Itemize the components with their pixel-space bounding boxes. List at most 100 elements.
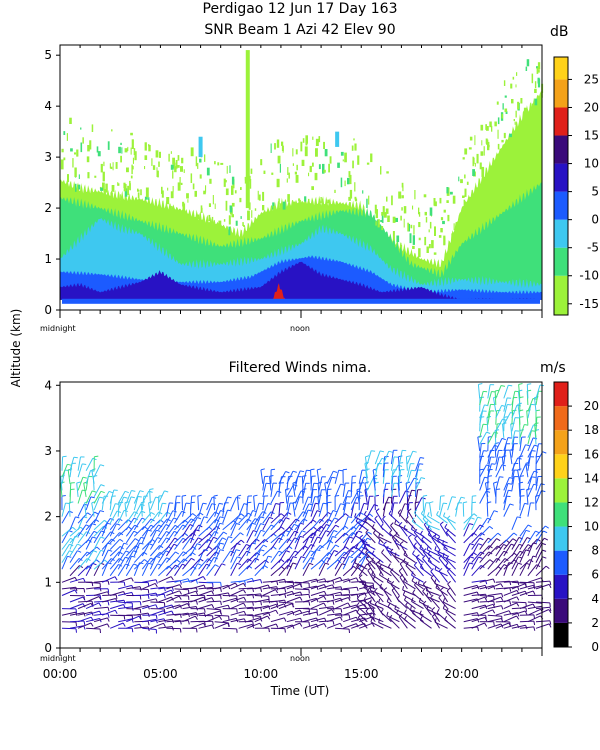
wind-barb [527, 424, 534, 438]
wind-barb-flag [411, 517, 415, 522]
wind-barb [150, 593, 165, 596]
snr-echo [287, 194, 290, 202]
wind-barb [294, 523, 301, 537]
wind-barb [158, 518, 168, 531]
wind-barb-flag [187, 620, 190, 625]
wind-barb [358, 556, 366, 570]
wind-barb-flag [155, 604, 158, 609]
wind-barb [390, 584, 400, 596]
wind-barb [174, 588, 189, 591]
wind-barb-flag [107, 588, 110, 593]
wind-barb [174, 612, 189, 616]
wind-barb-flag [334, 517, 339, 520]
wind-colorbar-band [554, 406, 568, 431]
wind-barb [302, 617, 317, 623]
wind-barb-flag [387, 563, 391, 568]
wind-barb-flag [407, 534, 412, 538]
wind-barb [254, 565, 265, 577]
wind-barb [117, 542, 125, 557]
snr-echo [100, 163, 103, 173]
wind-barb [141, 562, 149, 577]
snr-echo [483, 146, 485, 156]
snr-echo [151, 158, 153, 166]
snr-echo [120, 155, 122, 163]
wind-barb [414, 584, 424, 596]
wind-barb [334, 470, 340, 484]
wind-barb-flag [545, 525, 549, 529]
wind-barb [503, 532, 515, 544]
wind-barb [77, 524, 87, 537]
wind-barb-flag [501, 593, 504, 598]
snr-echo [183, 169, 185, 173]
wind-barb [85, 490, 93, 504]
wind-barb [527, 502, 531, 517]
wind-barb-flag [340, 586, 343, 591]
wind-barb [93, 496, 100, 511]
wind-barb [125, 496, 132, 511]
wind-barb [471, 551, 482, 563]
wind-barb-flag [442, 604, 446, 609]
snr-echo [400, 244, 403, 250]
wind-barb-flag [284, 628, 286, 633]
wind-barb [378, 536, 392, 544]
snr-ytick-label: 5 [44, 48, 52, 62]
wind-barb [471, 537, 481, 550]
snr-echo [308, 172, 310, 177]
snr-echo [140, 189, 142, 196]
wind-barb [174, 563, 183, 577]
wind-barb-flag [442, 552, 445, 557]
wind-barb [511, 537, 520, 550]
wind-barb-flag [399, 560, 404, 565]
wind-barb [355, 520, 368, 531]
snr-echo [195, 156, 198, 167]
wind-barb-flag [332, 536, 337, 538]
wind-barb [166, 559, 178, 570]
wind-barb-flag [414, 535, 418, 539]
wind-barb [343, 586, 358, 590]
wind-barb [230, 596, 245, 603]
wind-barb [165, 531, 175, 544]
wind-barb [230, 589, 244, 596]
wind-barb [133, 559, 145, 570]
wind-barb [69, 482, 72, 497]
wind-barb [133, 526, 145, 537]
wind-barb-flag [426, 592, 429, 597]
wind-barb [479, 609, 493, 616]
wind-barb [294, 556, 302, 570]
wind-barb [214, 503, 220, 517]
snr-echo [157, 170, 159, 178]
wind-barb-flag [107, 580, 110, 585]
wind-barb [61, 576, 76, 583]
wind-barb [534, 397, 537, 412]
wind-barb-flag [493, 621, 495, 626]
wind-barb [410, 609, 424, 616]
wind-barb-flag [138, 615, 142, 620]
wind-barb [487, 538, 497, 550]
wind-barb-flag [271, 468, 276, 471]
wind-barb [69, 603, 84, 610]
snr-echo [434, 226, 436, 236]
wind-barb [406, 451, 414, 465]
snr-echo [131, 164, 133, 175]
wind-barb-flag [260, 587, 263, 593]
wind-barb [254, 544, 264, 557]
wind-barb-flag [518, 383, 523, 385]
wind-barb [76, 482, 79, 497]
wind-barb [278, 471, 287, 485]
wind-barb-flag [369, 586, 372, 591]
wind-barb [418, 583, 432, 590]
wind-barb-flag [118, 558, 123, 562]
wind-barb [519, 549, 527, 563]
wind-barb [364, 483, 368, 497]
wind-barb [318, 562, 326, 577]
snr-echo [197, 162, 199, 169]
wind-barb-flag [260, 523, 265, 526]
wind-barb [165, 543, 175, 557]
wind-barb-flag [196, 600, 198, 605]
wind-barb [150, 519, 161, 531]
wind-barb [501, 456, 505, 471]
wind-barb [246, 557, 256, 570]
wind-barb-flag [299, 535, 305, 538]
snr-echo [424, 236, 427, 246]
chart-title-line1: Perdigao 12 Jun 17 Day 163 [202, 1, 398, 17]
